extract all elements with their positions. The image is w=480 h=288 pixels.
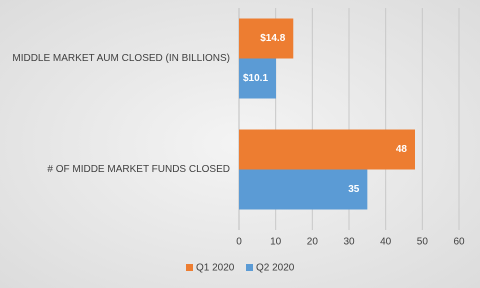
x-tick-label: 60 — [453, 237, 465, 248]
legend-label: Q1 2020 — [196, 263, 235, 274]
category-label: MIDDLE MARKET AUM CLOSED (IN BILLIONS) — [12, 53, 230, 64]
bar — [239, 129, 415, 170]
x-tick-label: 50 — [417, 237, 429, 248]
legend-label: Q2 2020 — [256, 263, 295, 274]
x-tick-label: 30 — [343, 237, 355, 248]
value-label: $14.8 — [260, 33, 285, 44]
value-label: 48 — [396, 144, 408, 155]
legend-swatch — [246, 264, 253, 271]
category-label: # OF MIDDE MARKET FUNDS CLOSED — [47, 164, 230, 175]
bar — [239, 169, 368, 210]
x-tick-label: 20 — [307, 237, 319, 248]
x-tick-label: 0 — [236, 237, 242, 248]
x-tick-label: 40 — [380, 237, 392, 248]
value-label: $10.1 — [243, 73, 268, 84]
legend-swatch — [186, 264, 193, 271]
value-label: 35 — [348, 184, 360, 195]
bar — [239, 58, 277, 99]
bar — [239, 18, 294, 59]
x-tick-label: 10 — [270, 237, 282, 248]
